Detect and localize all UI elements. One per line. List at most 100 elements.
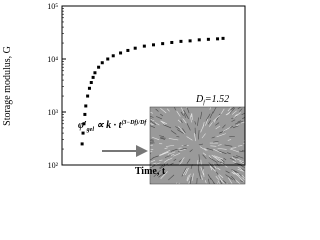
texture-fiber bbox=[236, 155, 244, 159]
texture-fiber bbox=[158, 171, 166, 178]
texture-fiber bbox=[182, 118, 187, 124]
texture-fiber bbox=[160, 113, 164, 117]
texture-fiber bbox=[237, 107, 238, 108]
texture-fiber bbox=[227, 152, 231, 155]
inset-label-sub: f bbox=[203, 99, 206, 106]
texture-fiber bbox=[150, 117, 154, 121]
texture-fiber bbox=[150, 123, 153, 125]
texture-fiber bbox=[160, 137, 166, 140]
point bbox=[83, 112, 87, 116]
texture-fiber bbox=[165, 144, 175, 147]
texture-fiber bbox=[168, 138, 179, 141]
texture-fiber bbox=[150, 125, 155, 128]
texture-fiber bbox=[209, 107, 212, 110]
texture-fiber bbox=[232, 169, 239, 174]
texture-fiber bbox=[150, 111, 153, 114]
texture-fiber bbox=[151, 136, 160, 141]
point bbox=[82, 122, 86, 126]
texture-fiber bbox=[203, 169, 205, 177]
point bbox=[216, 37, 220, 41]
texture-fiber bbox=[181, 157, 185, 162]
point bbox=[152, 43, 155, 47]
y-tick-label: 10² bbox=[48, 161, 59, 170]
texture-fiber bbox=[220, 178, 226, 184]
texture-fiber bbox=[229, 157, 235, 161]
texture-fiber bbox=[176, 182, 178, 184]
texture-fiber bbox=[160, 137, 166, 139]
point bbox=[87, 86, 91, 90]
texture-fiber bbox=[186, 175, 189, 181]
texture-fiber bbox=[153, 169, 161, 178]
point bbox=[197, 38, 201, 42]
point bbox=[206, 37, 210, 41]
texture-fiber bbox=[189, 115, 192, 123]
texture-fiber bbox=[159, 135, 165, 137]
texture-fiber bbox=[240, 176, 245, 181]
texture-fiber bbox=[237, 174, 244, 183]
texture-fiber bbox=[150, 165, 153, 167]
texture-fiber bbox=[241, 175, 245, 179]
texture-fiber bbox=[150, 177, 151, 179]
texture-fiber bbox=[231, 119, 236, 122]
texture-fiber bbox=[213, 140, 219, 143]
texture-fiber bbox=[241, 168, 245, 172]
texture-fiber bbox=[159, 151, 169, 156]
texture-fiber bbox=[164, 155, 171, 158]
texture-fiber bbox=[222, 124, 226, 129]
texture-fiber bbox=[198, 169, 201, 179]
inset-label-base: D bbox=[195, 94, 204, 105]
texture-fiber bbox=[205, 118, 209, 126]
point bbox=[97, 65, 101, 69]
texture-fiber bbox=[209, 164, 216, 172]
texture-fiber bbox=[217, 150, 227, 155]
texture-fiber bbox=[150, 118, 155, 122]
y-axis-label: Storage modulus, G bbox=[2, 46, 13, 126]
texture-fiber bbox=[179, 149, 186, 151]
texture-fiber bbox=[160, 107, 167, 114]
texture-fiber bbox=[211, 136, 215, 139]
texture-fiber bbox=[236, 172, 241, 177]
texture-fiber bbox=[207, 174, 212, 180]
texture-fiber bbox=[239, 108, 243, 112]
texture-fiber bbox=[215, 125, 221, 130]
texture-fiber bbox=[173, 152, 181, 157]
texture-fiber bbox=[156, 116, 163, 120]
y-tick-label: 10⁴ bbox=[47, 55, 58, 64]
texture-fiber bbox=[231, 175, 237, 182]
texture-fiber bbox=[167, 151, 176, 155]
point bbox=[80, 142, 84, 146]
plot-frame bbox=[61, 5, 246, 166]
texture-fiber bbox=[169, 157, 173, 160]
texture-fiber bbox=[232, 160, 237, 164]
formula-sup: (3−Df)/Df bbox=[121, 119, 147, 126]
texture-fiber bbox=[204, 180, 207, 184]
texture-fiber bbox=[241, 150, 245, 152]
texture-fiber bbox=[163, 158, 170, 163]
texture-fiber bbox=[235, 179, 241, 184]
texture-fiber bbox=[150, 122, 154, 126]
texture-fiber bbox=[173, 158, 177, 162]
texture-fiber bbox=[216, 113, 221, 121]
texture-fiber bbox=[182, 168, 188, 176]
texture-fiber bbox=[176, 147, 182, 149]
texture-fiber bbox=[234, 114, 238, 117]
texture-fiber bbox=[210, 177, 216, 184]
texture-fiber bbox=[232, 125, 239, 129]
chart: Storage modulus, G Time, t φ′gel ∝ k · t… bbox=[2, 2, 246, 185]
texture-fiber bbox=[234, 120, 244, 125]
point bbox=[91, 75, 95, 79]
texture-fiber bbox=[220, 108, 225, 114]
texture-fiber bbox=[231, 110, 237, 115]
texture-fiber bbox=[211, 154, 216, 159]
inset-label: Df=1.52 bbox=[195, 94, 229, 106]
texture-fiber bbox=[229, 148, 240, 153]
point bbox=[106, 57, 110, 61]
point bbox=[111, 54, 115, 58]
texture-fiber bbox=[170, 130, 177, 135]
texture-fiber bbox=[184, 113, 186, 118]
texture-fiber bbox=[241, 121, 245, 124]
texture-fiber bbox=[150, 171, 153, 175]
texture-fiber bbox=[217, 180, 221, 184]
formula-base: φ′ bbox=[78, 120, 87, 131]
texture-fiber bbox=[177, 119, 182, 123]
